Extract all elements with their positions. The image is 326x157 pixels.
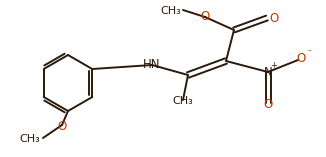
Text: +: +	[271, 62, 277, 70]
Text: O: O	[263, 97, 273, 111]
Text: CH₃: CH₃	[173, 96, 193, 106]
Text: O: O	[57, 119, 67, 133]
Text: N: N	[264, 65, 273, 78]
Text: HN: HN	[143, 59, 161, 71]
Text: O: O	[296, 52, 306, 65]
Text: CH₃: CH₃	[19, 134, 40, 144]
Text: O: O	[200, 10, 210, 22]
Text: ⁻: ⁻	[306, 48, 312, 58]
Text: CH₃: CH₃	[160, 6, 181, 16]
Text: O: O	[269, 13, 279, 25]
